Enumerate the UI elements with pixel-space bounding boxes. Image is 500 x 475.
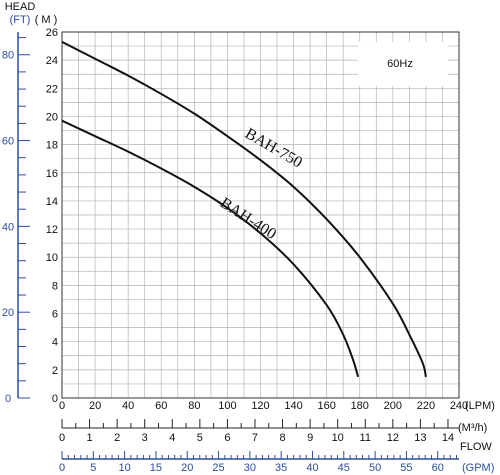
x-tick-label: 140 — [284, 400, 302, 412]
labels: 60Hz BAH-750 BAH-400 — [217, 42, 448, 243]
m3h-tick-label: 13 — [414, 432, 426, 444]
gpm-tick-label: 25 — [212, 462, 224, 474]
m3h-tick-label: 4 — [169, 432, 175, 444]
m3h-tick-label: 2 — [114, 432, 120, 444]
head-label: HEAD — [5, 1, 36, 13]
gpm-tick-label: 15 — [150, 462, 162, 474]
ft-unit-label: (FT) — [10, 14, 31, 26]
y-tick-label: 16 — [46, 168, 58, 180]
gpm-tick-label: 10 — [118, 462, 130, 474]
legend-text: 60Hz — [387, 58, 413, 70]
m3h-unit-label: (M³/h) — [458, 422, 487, 434]
ft-tick-label: 80 — [2, 50, 14, 62]
x-tick-label: 60 — [155, 400, 167, 412]
m3h-tick-label: 11 — [360, 432, 371, 444]
y-tick-label: 8 — [52, 280, 58, 292]
x-tick-label: 80 — [188, 400, 200, 412]
series-label-bah-750: BAH-750 — [242, 125, 305, 171]
y-tick-label: 18 — [46, 140, 58, 152]
m3h-tick-label: 7 — [252, 432, 258, 444]
x-tick-label: 120 — [251, 400, 269, 412]
m-unit-label: ( M ) — [35, 14, 58, 26]
gpm-tick-label: 30 — [244, 462, 256, 474]
x-tick-label: 240 — [450, 400, 468, 412]
lpm-unit-label: (LPM) — [465, 400, 495, 412]
gpm-tick-label: 20 — [181, 462, 193, 474]
gpm-tick-label: 40 — [306, 462, 318, 474]
y-tick-label: 10 — [46, 252, 58, 264]
gpm-tick-label: 50 — [369, 462, 381, 474]
m3h-tick-label: 6 — [224, 432, 230, 444]
ft-tick-label: 0 — [5, 393, 11, 405]
m3h-tick-label: 5 — [197, 432, 203, 444]
gpm-tick-label: 35 — [275, 462, 287, 474]
x-tick-label: 220 — [417, 400, 435, 412]
y-tick-label: 20 — [46, 111, 58, 123]
grid — [61, 31, 460, 399]
y-tick-label: 2 — [52, 365, 58, 377]
gpm-tick-label: 5 — [90, 462, 96, 474]
y-tick-label: 24 — [46, 55, 58, 67]
series-bah-750-line — [61, 40, 427, 378]
x-tick-label: 160 — [317, 400, 335, 412]
x-tick-label: 20 — [89, 400, 101, 412]
y-tick-label: 6 — [52, 309, 58, 321]
m3h-tick-label: 12 — [387, 432, 399, 444]
series-label-bah-400: BAH-400 — [217, 194, 279, 243]
x-tick-label: 100 — [218, 400, 236, 412]
legend-box — [358, 42, 448, 86]
gpm-tick-label: 0 — [59, 462, 65, 474]
m3h-tick-label: 14 — [442, 432, 454, 444]
ft-tick-label: 60 — [2, 136, 14, 148]
m3h-tick-label: 8 — [279, 432, 285, 444]
gpm-tick-label: 60 — [432, 462, 444, 474]
gpm-tick-label: 45 — [338, 462, 350, 474]
plot-frame — [61, 31, 460, 399]
flow-label: FLOW — [460, 441, 492, 453]
m3h-tick-label: 10 — [332, 432, 344, 444]
x-tick-label: 180 — [351, 400, 369, 412]
y-tick-label: 14 — [46, 196, 58, 208]
m3h-tick-label: 3 — [142, 432, 148, 444]
y-tick-label: 0 — [52, 393, 58, 405]
y-tick-label: 26 — [46, 27, 58, 39]
m3h-tick-label: 0 — [59, 432, 65, 444]
gpm-unit-label: (GPM) — [462, 462, 494, 474]
ft-tick-label: 20 — [2, 307, 14, 319]
x-tick-label: 200 — [384, 400, 402, 412]
series-bah-400-line — [61, 119, 360, 378]
gpm-tick-label: 55 — [400, 462, 412, 474]
m3h-tick-label: 9 — [307, 432, 313, 444]
y-tick-label: 22 — [46, 83, 58, 95]
x-tick-label: 40 — [122, 400, 134, 412]
m3h-tick-label: 1 — [87, 432, 93, 444]
y-tick-label: 4 — [52, 337, 58, 349]
curves — [61, 40, 427, 378]
ft-tick-label: 40 — [2, 221, 14, 233]
x-tick-label: 0 — [59, 400, 65, 412]
y-tick-label: 12 — [46, 224, 58, 236]
